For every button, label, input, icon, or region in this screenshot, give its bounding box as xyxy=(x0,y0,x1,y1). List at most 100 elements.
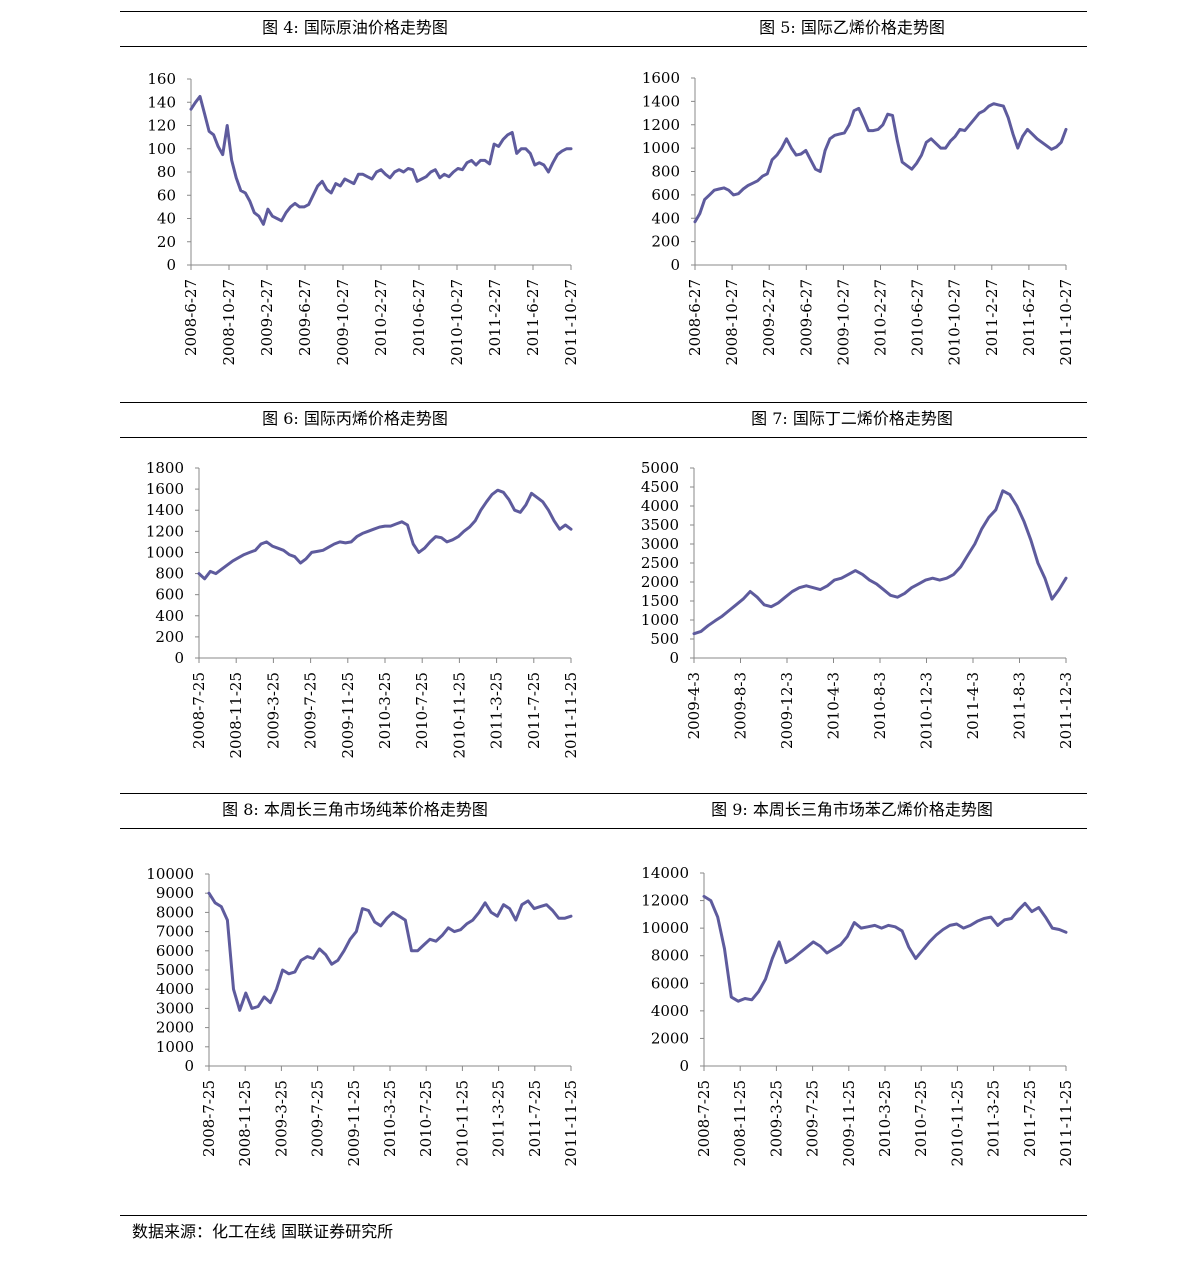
series-line xyxy=(197,488,573,581)
y-tick-label: 8000 xyxy=(156,903,194,921)
x-tick-label: 2010-10-27 xyxy=(946,279,964,365)
x-tick-label: 2010-11-25 xyxy=(948,1080,966,1166)
y-tick-label: 0 xyxy=(679,1057,689,1075)
x-tick-label: 2011-11-25 xyxy=(1057,1080,1075,1166)
x-tick-label: 2008-11-25 xyxy=(731,1080,749,1166)
x-tick-label: 2009-11-25 xyxy=(840,1080,858,1166)
x-tick-label: 2010-11-25 xyxy=(453,1080,471,1166)
source-note: 数据来源：化工在线 国联证券研究所 xyxy=(132,1222,394,1241)
x-tick-label: 2011-7-25 xyxy=(526,1080,544,1157)
y-tick-label: 1000 xyxy=(146,543,184,561)
y-tick-label: 4000 xyxy=(641,497,679,515)
x-tick-label: 2009-11-25 xyxy=(339,672,357,758)
y-tick-label: 800 xyxy=(155,565,184,583)
x-tick-label: 2008-11-25 xyxy=(236,1080,254,1166)
x-tick-label: 2009-7-25 xyxy=(804,1080,822,1157)
x-tick-label: 2010-6-27 xyxy=(410,279,428,356)
y-tick-label: 14000 xyxy=(641,864,689,882)
y-tick-label: 4500 xyxy=(641,478,679,496)
x-tick-label: 2009-8-3 xyxy=(732,672,750,739)
y-tick-label: 200 xyxy=(651,233,680,251)
x-tick-label: 2009-6-27 xyxy=(797,279,815,356)
y-tick-label: 6000 xyxy=(156,942,194,960)
x-tick-label: 2008-7-25 xyxy=(200,1080,218,1157)
footer-rule xyxy=(120,1215,1087,1216)
x-tick-label: 2010-3-25 xyxy=(376,672,394,749)
series-line xyxy=(207,891,573,1012)
x-tick-label: 2010-7-25 xyxy=(413,672,431,749)
section-rule xyxy=(120,402,1087,403)
y-tick-label: 600 xyxy=(155,586,184,604)
chart-title: 图 4: 国际原油价格走势图 xyxy=(262,18,448,37)
y-tick-label: 100 xyxy=(147,140,176,158)
chart-title: 图 6: 国际丙烯价格走势图 xyxy=(262,409,448,428)
chart-title: 图 7: 国际丁二烯价格走势图 xyxy=(751,409,953,428)
y-tick-label: 2000 xyxy=(651,1029,689,1047)
x-tick-label: 2010-7-25 xyxy=(417,1080,435,1157)
header-rule xyxy=(120,828,1087,829)
y-tick-label: 1800 xyxy=(146,459,184,477)
x-tick-label: 2011-7-25 xyxy=(1021,1080,1039,1157)
x-tick-label: 2009-11-25 xyxy=(345,1080,363,1166)
chart-title: 图 9: 本周长三角市场苯乙烯价格走势图 xyxy=(711,800,993,819)
y-tick-label: 1200 xyxy=(146,522,184,540)
y-tick-label: 500 xyxy=(650,630,679,648)
y-tick-label: 1000 xyxy=(642,139,680,157)
x-tick-label: 2010-11-25 xyxy=(450,672,468,758)
x-tick-label: 2009-10-27 xyxy=(834,279,852,365)
y-tick-label: 4000 xyxy=(156,980,194,998)
x-tick-label: 2010-2-27 xyxy=(872,279,890,356)
y-tick-label: 2000 xyxy=(156,1019,194,1037)
series-line xyxy=(692,489,1068,636)
x-tick-label: 2009-6-27 xyxy=(296,279,314,356)
y-tick-label: 1500 xyxy=(641,592,679,610)
x-tick-label: 2011-3-25 xyxy=(985,1080,1003,1157)
x-tick-label: 2008-6-27 xyxy=(686,279,704,356)
x-tick-label: 2011-4-3 xyxy=(964,672,982,739)
x-tick-label: 2010-3-25 xyxy=(876,1080,894,1157)
chart-title: 图 5: 国际乙烯价格走势图 xyxy=(759,18,945,37)
y-tick-label: 1000 xyxy=(641,611,679,629)
y-tick-label: 1600 xyxy=(642,69,680,87)
x-tick-label: 2009-2-27 xyxy=(760,279,778,356)
y-tick-label: 20 xyxy=(157,233,176,251)
y-tick-label: 140 xyxy=(147,93,176,111)
y-tick-label: 5000 xyxy=(641,459,679,477)
x-tick-label: 2011-2-27 xyxy=(486,279,504,356)
y-tick-label: 1200 xyxy=(642,116,680,134)
x-tick-label: 2009-7-25 xyxy=(302,672,320,749)
y-tick-label: 60 xyxy=(157,186,176,204)
y-tick-label: 1400 xyxy=(146,501,184,519)
x-tick-label: 2009-12-3 xyxy=(778,672,796,749)
x-tick-label: 2011-6-27 xyxy=(524,279,542,356)
x-tick-label: 2009-10-27 xyxy=(334,279,352,365)
x-tick-label: 2010-7-25 xyxy=(912,1080,930,1157)
x-tick-label: 2009-2-27 xyxy=(258,279,276,356)
x-tick-label: 2009-3-25 xyxy=(272,1080,290,1157)
x-tick-label: 2009-3-25 xyxy=(264,672,282,749)
y-tick-label: 4000 xyxy=(651,1002,689,1020)
y-tick-label: 3000 xyxy=(641,535,679,553)
header-rule xyxy=(120,46,1087,47)
x-tick-label: 2010-2-27 xyxy=(372,279,390,356)
x-tick-label: 2011-10-27 xyxy=(1057,279,1075,365)
x-tick-label: 2010-6-27 xyxy=(909,279,927,356)
y-tick-label: 0 xyxy=(670,256,680,274)
y-tick-label: 0 xyxy=(669,649,679,667)
y-tick-label: 40 xyxy=(157,210,176,228)
y-tick-label: 400 xyxy=(155,607,184,625)
y-tick-label: 200 xyxy=(155,628,184,646)
y-tick-label: 1600 xyxy=(146,480,184,498)
y-tick-label: 2000 xyxy=(641,573,679,591)
x-tick-label: 2010-3-25 xyxy=(381,1080,399,1157)
y-tick-label: 800 xyxy=(651,163,680,181)
x-tick-label: 2011-12-3 xyxy=(1057,672,1075,749)
y-tick-label: 10000 xyxy=(146,865,194,883)
x-tick-label: 2008-10-27 xyxy=(220,279,238,365)
y-tick-label: 3000 xyxy=(156,999,194,1017)
y-tick-label: 2500 xyxy=(641,554,679,572)
y-tick-label: 3500 xyxy=(641,516,679,534)
y-tick-label: 120 xyxy=(147,117,176,135)
y-tick-label: 80 xyxy=(157,163,176,181)
y-tick-label: 6000 xyxy=(651,974,689,992)
